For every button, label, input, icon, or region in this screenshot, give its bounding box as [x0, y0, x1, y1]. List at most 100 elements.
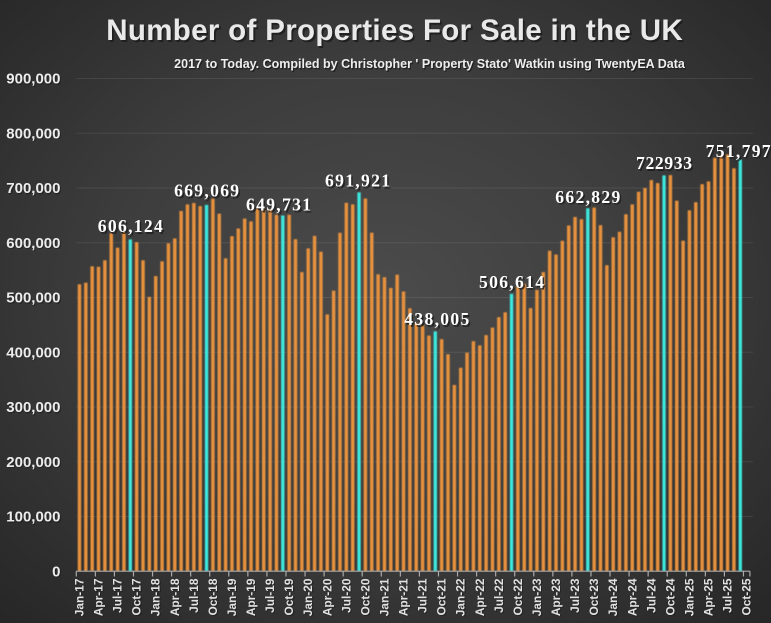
- svg-text:751,797: 751,797: [707, 143, 771, 163]
- svg-text:Oct-21: Oct-21: [435, 578, 449, 615]
- svg-text:700,000: 700,000: [6, 180, 60, 197]
- svg-text:600,000: 600,000: [6, 235, 60, 252]
- svg-text:Jul-24: Jul-24: [644, 578, 658, 613]
- svg-text:669,069: 669,069: [174, 181, 239, 201]
- svg-text:Jan-21: Jan-21: [378, 578, 392, 616]
- svg-text:649,731: 649,731: [246, 195, 311, 215]
- svg-text:Jul-19: Jul-19: [263, 578, 277, 613]
- svg-text:669,069: 669,069: [176, 183, 241, 203]
- svg-text:Jul-24: Jul-24: [645, 579, 659, 614]
- svg-text:Oct-24: Oct-24: [663, 578, 677, 615]
- svg-text:Apr-20: Apr-20: [321, 579, 335, 617]
- svg-text:Apr-20: Apr-20: [320, 578, 334, 616]
- svg-text:Apr-17: Apr-17: [92, 578, 106, 616]
- svg-text:500,000: 500,000: [6, 290, 60, 307]
- svg-text:751,797: 751,797: [706, 141, 771, 161]
- svg-text:600,000: 600,000: [7, 236, 61, 253]
- svg-text:Oct-25: Oct-25: [740, 578, 754, 615]
- svg-text:Jan-18: Jan-18: [149, 578, 163, 616]
- svg-text:Oct-21: Oct-21: [436, 579, 450, 616]
- svg-text:662,829: 662,829: [557, 189, 622, 209]
- svg-text:691,921: 691,921: [327, 173, 392, 193]
- svg-text:Jan-23: Jan-23: [530, 578, 544, 616]
- svg-text:300,000: 300,000: [7, 400, 61, 417]
- svg-text:Jan-18: Jan-18: [150, 579, 164, 617]
- svg-text:Apr-17: Apr-17: [93, 579, 107, 617]
- svg-text:Oct-18: Oct-18: [206, 578, 220, 615]
- svg-text:100,000: 100,000: [7, 510, 61, 527]
- svg-text:Jan-20: Jan-20: [301, 578, 315, 616]
- svg-text:0: 0: [53, 565, 61, 582]
- svg-text:Apr-24: Apr-24: [625, 578, 639, 616]
- svg-text:691,921: 691,921: [325, 171, 390, 191]
- svg-text:Jan-25: Jan-25: [684, 579, 698, 617]
- svg-text:Jan-22: Jan-22: [454, 578, 468, 616]
- svg-text:Oct-19: Oct-19: [283, 579, 297, 616]
- svg-text:Jul-20: Jul-20: [340, 579, 354, 614]
- svg-text:Jul-18: Jul-18: [187, 578, 201, 613]
- svg-text:400,000: 400,000: [7, 346, 61, 363]
- svg-text:500,000: 500,000: [7, 291, 61, 308]
- svg-text:Jan-19: Jan-19: [226, 579, 240, 617]
- svg-text:Apr-25: Apr-25: [702, 578, 716, 616]
- svg-text:200,000: 200,000: [7, 455, 61, 472]
- svg-text:Apr-22: Apr-22: [473, 578, 487, 616]
- svg-text:Jan-21: Jan-21: [379, 579, 393, 617]
- svg-text:606,124: 606,124: [98, 216, 163, 236]
- svg-text:Jan-17: Jan-17: [74, 579, 88, 617]
- svg-text:Apr-18: Apr-18: [168, 578, 182, 616]
- svg-text:Jul-21: Jul-21: [417, 579, 431, 614]
- svg-text:Jan-24: Jan-24: [607, 579, 621, 617]
- svg-text:662,829: 662,829: [555, 187, 620, 207]
- svg-text:Jul-23: Jul-23: [568, 578, 582, 613]
- svg-text:Jul-20: Jul-20: [339, 578, 353, 613]
- svg-text:Jul-23: Jul-23: [569, 579, 583, 614]
- svg-text:Oct-22: Oct-22: [511, 578, 525, 615]
- svg-text:Jul-25: Jul-25: [721, 578, 735, 613]
- svg-text:Jan-24: Jan-24: [606, 578, 620, 616]
- svg-text:Jul-25: Jul-25: [722, 579, 736, 614]
- svg-text:506,614: 506,614: [479, 272, 544, 292]
- svg-text:Oct-18: Oct-18: [207, 579, 221, 616]
- svg-text:Apr-19: Apr-19: [245, 579, 259, 617]
- svg-text:Apr-22: Apr-22: [474, 579, 488, 617]
- svg-text:438,005: 438,005: [404, 309, 469, 329]
- svg-text:Apr-23: Apr-23: [549, 578, 563, 616]
- svg-text:Apr-18: Apr-18: [169, 579, 183, 617]
- svg-text:Jul-18: Jul-18: [188, 579, 202, 614]
- svg-text:800,000: 800,000: [7, 127, 61, 144]
- svg-text:Jan-20: Jan-20: [302, 579, 316, 617]
- svg-text:100,000: 100,000: [6, 509, 60, 526]
- svg-text:Jan-17: Jan-17: [73, 578, 87, 616]
- svg-text:Oct-24: Oct-24: [665, 579, 679, 616]
- svg-text:0: 0: [52, 563, 60, 580]
- svg-text:722933: 722933: [638, 155, 694, 175]
- svg-text:438,005: 438,005: [406, 311, 471, 331]
- svg-text:Jul-22: Jul-22: [492, 578, 506, 613]
- svg-text:Oct-17: Oct-17: [130, 578, 144, 615]
- svg-text:400,000: 400,000: [6, 344, 60, 361]
- svg-text:Apr-25: Apr-25: [703, 579, 717, 617]
- svg-text:Jul-19: Jul-19: [264, 579, 278, 614]
- svg-text:Apr-19: Apr-19: [244, 578, 258, 616]
- svg-text:606,124: 606,124: [99, 218, 164, 238]
- svg-text:200,000: 200,000: [6, 454, 60, 471]
- svg-text:Oct-17: Oct-17: [131, 579, 145, 616]
- svg-text:506,614: 506,614: [481, 274, 546, 294]
- svg-text:900,000: 900,000: [7, 72, 61, 89]
- svg-text:Oct-20: Oct-20: [360, 579, 374, 616]
- svg-text:2017 to Today. Compiled by Chr: 2017 to Today. Compiled by Christopher '…: [175, 58, 687, 72]
- svg-text:Jul-22: Jul-22: [493, 579, 507, 614]
- svg-text:Apr-21: Apr-21: [397, 578, 411, 616]
- svg-text:Jul-17: Jul-17: [111, 578, 125, 613]
- svg-text:Apr-23: Apr-23: [550, 579, 564, 617]
- svg-text:900,000: 900,000: [6, 71, 60, 88]
- svg-text:Jan-23: Jan-23: [531, 579, 545, 617]
- svg-text:Jan-19: Jan-19: [225, 578, 239, 616]
- svg-text:Oct-25: Oct-25: [741, 579, 755, 616]
- svg-text:Apr-24: Apr-24: [626, 579, 640, 617]
- svg-text:Oct-19: Oct-19: [282, 578, 296, 615]
- svg-text:Oct-23: Oct-23: [588, 579, 602, 616]
- svg-text:800,000: 800,000: [6, 125, 60, 142]
- svg-text:Oct-20: Oct-20: [358, 578, 372, 615]
